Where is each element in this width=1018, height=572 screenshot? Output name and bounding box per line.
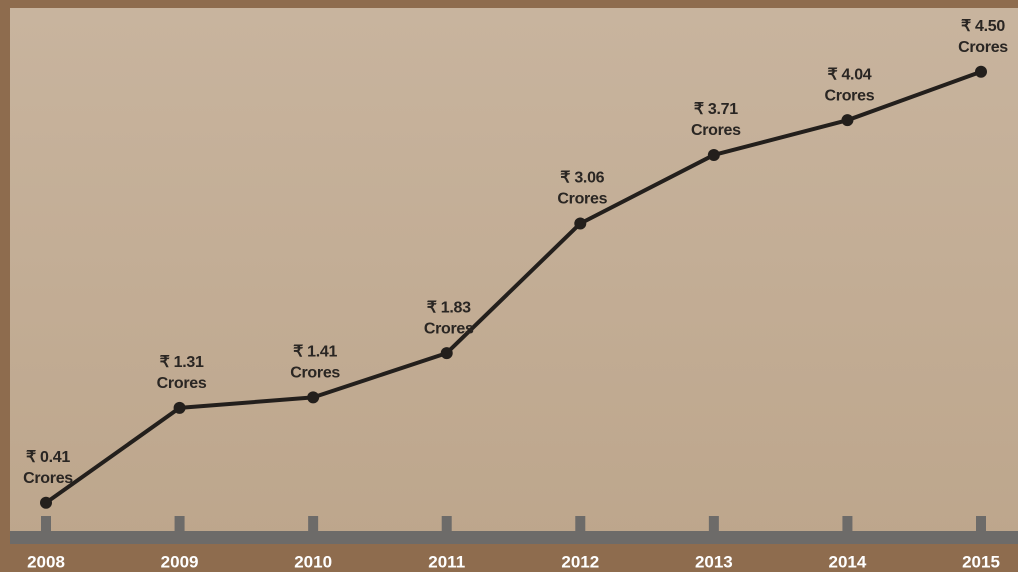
value-label: ₹ 1.41 — [293, 344, 337, 361]
x-tick — [709, 516, 719, 531]
value-label: ₹ 4.50 — [961, 18, 1005, 35]
value-unit: Crores — [290, 365, 340, 382]
value-label: ₹ 3.06 — [560, 170, 604, 187]
point — [708, 149, 720, 161]
x-tick-label: 2009 — [161, 552, 199, 571]
x-tick-label: 2008 — [27, 552, 65, 571]
chart: 2008 2009 2010 2011 2012 2013 2014 2015 ₹ 0.41 Cr… — [0, 0, 1018, 572]
value-unit: Crores — [958, 39, 1008, 56]
x-tick-label: 2010 — [294, 552, 332, 571]
page: 2008 2009 2010 2011 2012 2013 2014 2015 ₹ 0.41 Cr… — [0, 0, 1018, 572]
value-label: ₹ 1.31 — [160, 354, 204, 371]
point — [441, 347, 453, 359]
point — [841, 114, 853, 126]
point — [975, 66, 987, 78]
value-unit: Crores — [157, 375, 207, 392]
x-tick — [308, 516, 318, 531]
x-tick — [575, 516, 585, 531]
x-tick-label: 2015 — [962, 552, 1000, 571]
point — [307, 391, 319, 403]
x-tick — [442, 516, 452, 531]
value-unit: Crores — [691, 122, 741, 139]
x-tick-label: 2011 — [428, 552, 465, 571]
value-label: ₹ 1.83 — [427, 299, 471, 316]
point — [574, 217, 586, 229]
x-axis-bar — [10, 531, 1018, 544]
x-tick-label: 2013 — [695, 552, 733, 571]
x-tick-label: 2012 — [561, 552, 599, 571]
x-tick-label: 2014 — [829, 552, 867, 571]
value-unit: Crores — [424, 320, 474, 337]
value-label: ₹ 0.41 — [26, 449, 70, 466]
point — [174, 402, 186, 414]
x-tick — [41, 516, 51, 531]
point — [40, 497, 52, 509]
value-unit: Crores — [23, 470, 73, 487]
x-tick — [842, 516, 852, 531]
value-label: ₹ 3.71 — [694, 101, 738, 118]
value-unit: Crores — [557, 191, 607, 208]
value-unit: Crores — [825, 87, 875, 104]
x-tick — [976, 516, 986, 531]
x-tick — [175, 516, 185, 531]
value-label: ₹ 4.04 — [827, 66, 871, 83]
